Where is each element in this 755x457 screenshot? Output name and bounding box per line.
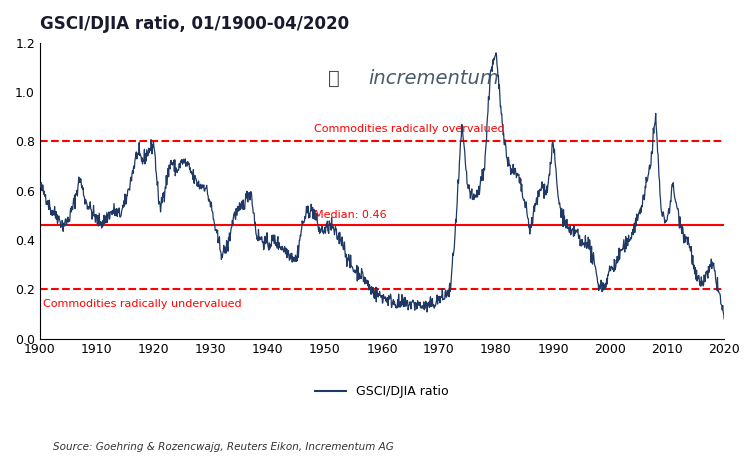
- Text: incrementum: incrementum: [368, 69, 499, 88]
- Text: Commodities radically overvalued: Commodities radically overvalued: [313, 124, 504, 134]
- Text: Median: 0.46: Median: 0.46: [313, 210, 387, 220]
- Text: Commodities radically undervalued: Commodities radically undervalued: [43, 299, 242, 309]
- Text: 🌳: 🌳: [328, 69, 340, 88]
- Legend: GSCI/DJIA ratio: GSCI/DJIA ratio: [310, 380, 454, 403]
- Text: GSCI/DJIA ratio, 01/1900-04/2020: GSCI/DJIA ratio, 01/1900-04/2020: [40, 15, 349, 33]
- Text: Source: Goehring & Rozencwajg, Reuters Eikon, Incrementum AG: Source: Goehring & Rozencwajg, Reuters E…: [53, 442, 393, 452]
